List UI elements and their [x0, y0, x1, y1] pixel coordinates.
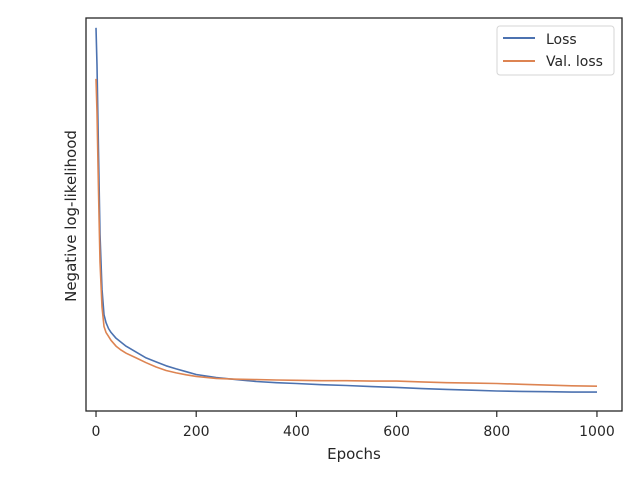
- legend-label-val-loss: Val. loss: [546, 54, 603, 70]
- series-line-val-loss: [95, 78, 598, 387]
- x-axis-label: Epochs: [327, 445, 381, 463]
- legend: Loss Val. loss: [496, 25, 615, 76]
- x-axis-ticks: 0 200 400 600 800 1000: [92, 411, 615, 440]
- legend-label-loss: Loss: [546, 32, 577, 48]
- series-layer: [95, 27, 598, 393]
- x-tick-label: 200: [183, 424, 210, 440]
- x-tick-label: 600: [383, 424, 410, 440]
- y-axis-label: Negative log-likelihood: [62, 130, 80, 302]
- x-tick-label: 400: [283, 424, 310, 440]
- x-tick-label: 800: [483, 424, 510, 440]
- x-tick-label: 1000: [579, 424, 615, 440]
- axes-frame: [85, 17, 623, 412]
- series-line-loss: [95, 27, 597, 393]
- plot-area: [85, 17, 623, 412]
- x-tick-label: 0: [92, 424, 101, 440]
